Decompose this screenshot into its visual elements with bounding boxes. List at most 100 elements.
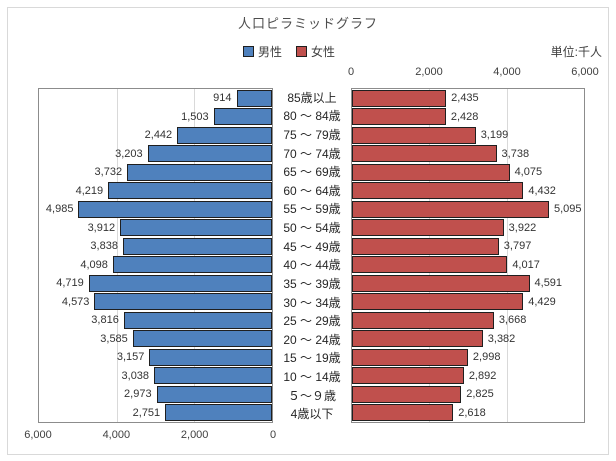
male-bar [177,126,272,144]
male-bar-row: 3,732 [39,163,272,182]
female-bar [352,274,530,292]
data-label: 2,751 [132,406,161,419]
data-label: 4,075 [514,166,543,179]
axis-tick-label: 0 [269,429,277,441]
female-bar-row: 3,199 [352,126,584,145]
female-axis-top: 0 2,000 4,000 6,000 [347,66,599,80]
axis-tick-label: 2,000 [180,429,209,441]
female-swatch-icon [296,46,307,57]
legend-label-female: 女性 [311,45,336,59]
data-label: 2,998 [472,351,501,364]
female-bar [352,348,468,366]
axis-tick-label: 6,000 [571,66,599,78]
data-label: 3,203 [115,147,143,160]
male-bar [108,182,272,200]
male-bar-row: 4,719 [39,274,272,293]
axis-tick-label: 6,000 [24,429,52,441]
female-bar [352,385,462,403]
axis-tick-label: 2,000 [415,66,443,78]
data-label: 4,429 [528,295,556,308]
age-label: 40 ～ 44歳 [283,258,341,273]
male-bar [120,219,272,237]
female-bar-row: 4,429 [352,293,584,312]
data-label: 4,432 [528,184,556,197]
data-label: 4,985 [45,203,74,216]
female-bar-row: 2,428 [352,108,584,127]
female-bar-row: 2,618 [352,404,584,423]
male-bar-row: 1,503 [39,108,272,127]
data-label: 3,922 [508,221,537,234]
female-bar-row: 2,998 [352,348,584,367]
male-bar-row: 3,912 [39,219,272,238]
male-bar-row: 3,816 [39,311,272,330]
male-bar-row: 914 [39,89,272,108]
age-label: 65 ～ 69歳 [283,165,341,180]
male-bar-row: 3,038 [39,367,272,386]
axis-tick-label: 4,000 [102,429,131,441]
data-label: 2,892 [468,369,497,382]
age-label: 20 ～ 24歳 [283,332,341,347]
male-bar-row: 3,585 [39,330,272,349]
female-bar [352,237,499,255]
female-bar [352,256,508,274]
male-bar [236,89,272,107]
data-label: 4,098 [80,258,108,271]
male-bar [88,274,272,292]
axis-tick-label: 0 [347,66,355,78]
data-label: 3,738 [501,147,530,160]
legend: 男性 女性 [0,43,578,60]
male-bar [156,385,272,403]
female-bar-row: 3,797 [352,237,584,256]
male-bar [123,311,272,329]
age-label: 75 ～ 79歳 [283,128,341,143]
age-label: 15 ～ 19歳 [283,351,341,366]
female-bar-row: 2,892 [352,367,584,386]
male-bar [132,330,272,348]
male-bar-row: 2,973 [39,385,272,404]
female-bar [352,330,483,348]
female-bar-row: 4,075 [352,163,584,182]
female-bar-row: 3,668 [352,311,584,330]
female-bar [352,108,446,126]
age-label: 55 ～ 59歳 [283,202,341,217]
age-label: 30 ～ 34歳 [283,295,341,310]
data-label: 3,816 [91,314,119,327]
male-bar [149,348,272,366]
gridline [429,89,431,422]
male-plot-area: 914 1,503 2,442 3,203 3,732 4,219 4,985 3,912 3,… [38,88,273,423]
legend-label-male: 男性 [257,45,282,59]
legend-item-male: 男性 [242,43,282,60]
male-bar-row: 4,098 [39,256,272,275]
unit-label: 単位:千人 [550,45,602,59]
data-label: 3,157 [116,351,145,364]
male-bar [165,404,272,422]
age-label: 70 ～ 74歳 [283,146,341,161]
female-bar [352,182,524,200]
female-bar [352,404,454,422]
data-label: 2,442 [144,129,173,142]
male-bar [122,237,272,255]
female-bar [352,367,464,385]
data-label: 4,017 [512,258,540,271]
female-bar-row: 2,825 [352,385,584,404]
age-label: 45 ～ 49歳 [283,239,341,254]
data-label: 3,838 [90,240,118,253]
age-label: 85歳以上 [287,90,337,105]
male-bar [147,145,272,163]
age-label: 35 ～ 39歳 [283,276,341,291]
data-label: 2,428 [450,110,479,123]
gridline [506,89,508,422]
gridline [116,89,118,422]
female-bar [352,163,510,181]
data-label: 3,732 [94,166,123,179]
data-label: 914 [213,92,232,105]
female-bar-row: 4,017 [352,256,584,275]
male-bar-row: 2,442 [39,126,272,145]
female-bar [352,293,524,311]
male-bar-row: 4,985 [39,200,272,219]
age-label: 80 ～ 84歳 [283,109,341,124]
male-bar-row: 2,751 [39,404,272,423]
male-bar-row: 3,203 [39,145,272,164]
female-bar-row: 3,922 [352,219,584,238]
age-label: 50 ～ 54歳 [283,221,341,236]
